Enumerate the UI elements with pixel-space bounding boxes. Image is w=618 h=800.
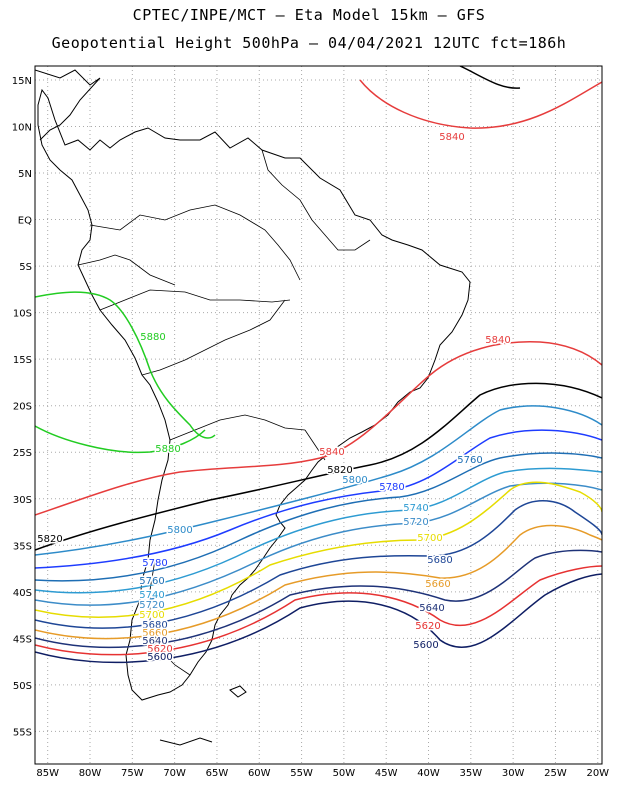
lon-tick-label: 55W bbox=[290, 768, 313, 779]
contour-5800 bbox=[35, 405, 602, 556]
chart-title-line2: Geopotential Height 500hPa – 04/04/2021 … bbox=[51, 34, 567, 52]
contour-5880 bbox=[35, 291, 216, 439]
lat-tick-label: 55S bbox=[13, 727, 32, 738]
contour-label-5700: 5700 bbox=[139, 610, 164, 621]
central-america-outline bbox=[35, 69, 101, 141]
south-america-outline bbox=[37, 88, 471, 701]
contour-label-5720: 5720 bbox=[403, 517, 428, 528]
lat-tick-label: 50S bbox=[13, 681, 32, 692]
lon-tick-label: 65W bbox=[206, 768, 229, 779]
lat-tick-label: 45S bbox=[13, 634, 32, 645]
lat-tick-label: 35S bbox=[13, 541, 32, 552]
contour-lines bbox=[35, 66, 602, 664]
lon-tick-label: 80W bbox=[79, 768, 102, 779]
contour-label-5760: 5760 bbox=[139, 576, 164, 587]
contour-5620 bbox=[35, 565, 602, 656]
lat-tick-label: EQ bbox=[18, 216, 32, 227]
lat-tick-label: 20S bbox=[13, 402, 32, 413]
lon-tick-label: 40W bbox=[417, 768, 440, 779]
contour-5880 bbox=[35, 425, 206, 454]
lon-tick-label: 75W bbox=[121, 768, 144, 779]
contour-label-5620: 5620 bbox=[415, 621, 440, 632]
lon-tick-label: 20W bbox=[586, 768, 609, 779]
contour-5840 bbox=[359, 79, 602, 129]
contour-label-5820: 5820 bbox=[37, 534, 62, 545]
contour-5760 bbox=[35, 452, 602, 582]
contour-5780 bbox=[35, 429, 602, 569]
contour-5740 bbox=[35, 467, 602, 594]
lat-tick-label: 15N bbox=[12, 76, 32, 87]
contour-label-5700: 5700 bbox=[417, 533, 442, 544]
country-borders bbox=[77, 149, 371, 676]
lat-tick-label: 10S bbox=[13, 309, 32, 320]
contour-label-5620: 5620 bbox=[147, 644, 172, 655]
contour-label-5640: 5640 bbox=[419, 603, 444, 614]
contour-5720 bbox=[35, 482, 602, 606]
contour-label-5660: 5660 bbox=[425, 579, 450, 590]
contour-5820 bbox=[459, 66, 521, 89]
falkland-islands bbox=[229, 685, 247, 698]
latitude-labels: 15N 10N 5N EQ 5S 10S 15S 20S 25S 30S 35S 40S 45S 50S 5… bbox=[12, 76, 32, 738]
contour-5660 bbox=[35, 524, 602, 640]
contour-label-5880: 5880 bbox=[140, 332, 165, 343]
lon-tick-label: 60W bbox=[248, 768, 271, 779]
contour-label-5800: 5800 bbox=[167, 525, 192, 536]
contour-5680 bbox=[35, 499, 602, 629]
plot-frame bbox=[34, 65, 603, 765]
chart-title-line1: CPTEC/INPE/MCT – Eta Model 15km – GFS bbox=[132, 6, 486, 24]
contour-label-5780: 5780 bbox=[379, 482, 404, 493]
contour-5840 bbox=[35, 341, 602, 516]
contour-label-5640: 5640 bbox=[142, 636, 167, 647]
contour-label-5740: 5740 bbox=[139, 590, 164, 601]
contour-5640 bbox=[35, 549, 602, 649]
longitude-labels: 85W 80W 75W 70W 65W 60W 55W 50W 45W 40W 35W 30W 25W 2… bbox=[36, 768, 609, 779]
lon-tick-label: 45W bbox=[375, 768, 398, 779]
contour-label-5780: 5780 bbox=[142, 558, 167, 569]
contour-label-5680: 5680 bbox=[142, 620, 167, 631]
contour-label-5840: 5840 bbox=[319, 447, 344, 458]
contour-5700 bbox=[35, 481, 602, 619]
contour-label-5840: 5840 bbox=[439, 132, 464, 143]
lon-tick-label: 30W bbox=[502, 768, 525, 779]
lat-tick-label: 30S bbox=[13, 495, 32, 506]
contour-label-5820: 5820 bbox=[327, 465, 352, 476]
lat-tick-label: 15S bbox=[13, 355, 32, 366]
lon-tick-label: 50W bbox=[333, 768, 356, 779]
lat-tick-label: 40S bbox=[13, 588, 32, 599]
lon-tick-label: 25W bbox=[544, 768, 567, 779]
lat-tick-label: 5S bbox=[19, 262, 32, 273]
lon-tick-label: 70W bbox=[163, 768, 186, 779]
contour-label-5600: 5600 bbox=[147, 652, 172, 663]
contour-label-5600: 5600 bbox=[413, 640, 438, 651]
contour-label-5800: 5800 bbox=[342, 475, 367, 486]
contour-5820 bbox=[35, 382, 602, 551]
contour-label-5660: 5660 bbox=[142, 628, 167, 639]
contour-label-5720: 5720 bbox=[139, 600, 164, 611]
coastline bbox=[35, 69, 471, 746]
contour-label-5840: 5840 bbox=[485, 335, 510, 346]
lat-tick-label: 5N bbox=[18, 169, 32, 180]
lat-tick-label: 25S bbox=[13, 448, 32, 459]
lat-tick-label: 10N bbox=[12, 122, 32, 133]
contour-label-5740: 5740 bbox=[403, 503, 428, 514]
contour-5600 bbox=[35, 573, 602, 664]
tierra-del-fuego bbox=[159, 737, 213, 746]
lat-lon-grid bbox=[35, 66, 602, 764]
lon-tick-label: 85W bbox=[36, 768, 59, 779]
contour-label-5680: 5680 bbox=[427, 555, 452, 566]
lon-tick-label: 35W bbox=[460, 768, 483, 779]
contour-label-5760: 5760 bbox=[457, 455, 482, 466]
contour-label-5880: 5880 bbox=[155, 444, 180, 455]
